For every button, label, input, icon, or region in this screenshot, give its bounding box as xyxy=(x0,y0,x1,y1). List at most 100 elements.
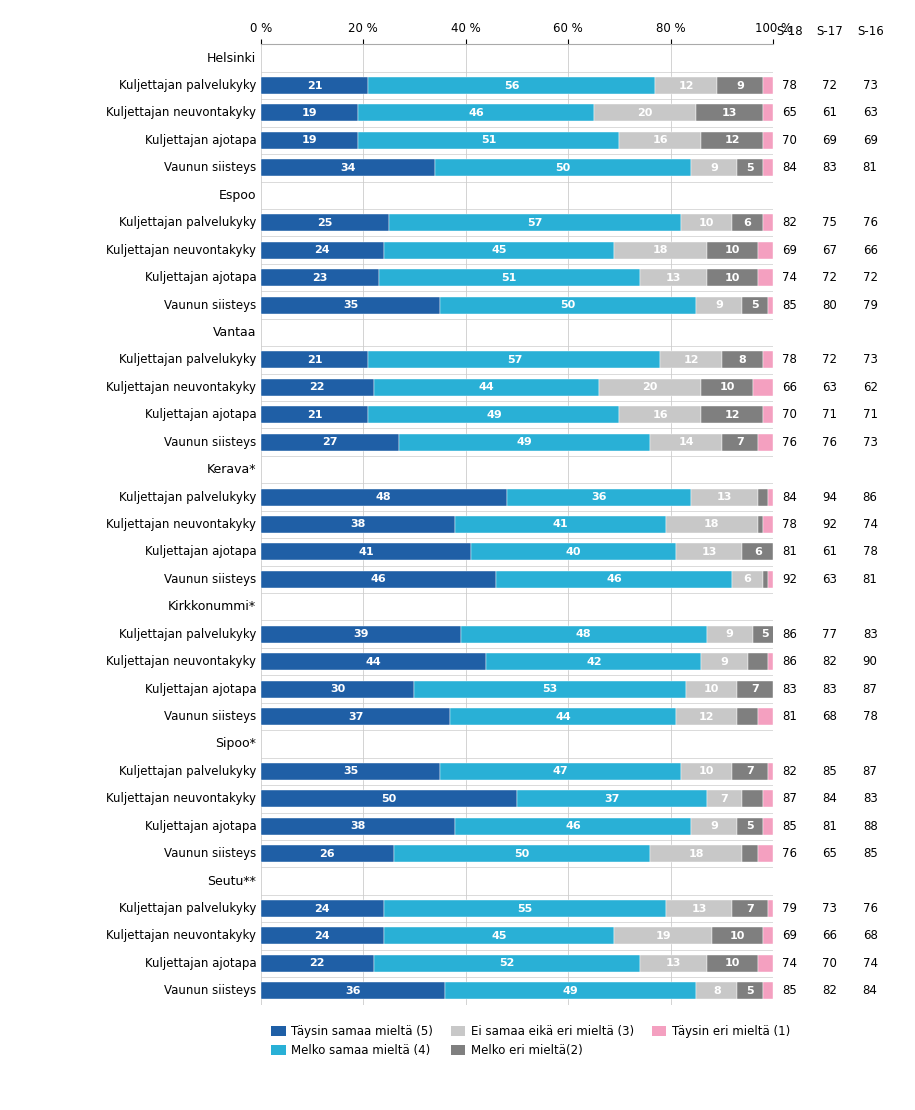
Bar xyxy=(763,818,773,835)
Bar xyxy=(768,296,773,313)
Bar xyxy=(732,571,763,588)
Text: 78: 78 xyxy=(782,353,797,366)
Text: 10: 10 xyxy=(704,684,719,694)
Bar xyxy=(261,488,507,505)
Text: 49: 49 xyxy=(563,986,578,996)
Text: 6: 6 xyxy=(754,547,762,557)
Bar xyxy=(676,708,737,725)
Text: 85: 85 xyxy=(863,847,877,860)
Bar xyxy=(763,160,773,176)
Bar xyxy=(640,269,706,286)
Bar xyxy=(722,352,763,369)
Bar xyxy=(261,680,414,697)
Text: Seutu**: Seutu** xyxy=(208,875,256,888)
Text: 30: 30 xyxy=(330,684,345,694)
Bar xyxy=(261,379,373,396)
Text: 20: 20 xyxy=(638,108,652,118)
Bar xyxy=(261,900,383,917)
Bar xyxy=(358,104,594,121)
Text: 24: 24 xyxy=(315,904,330,914)
Text: 68: 68 xyxy=(823,710,837,723)
Bar xyxy=(732,214,763,231)
Bar xyxy=(614,928,712,945)
Bar xyxy=(702,406,763,423)
Text: 76: 76 xyxy=(863,902,877,915)
Text: 46: 46 xyxy=(565,821,581,831)
Text: 5: 5 xyxy=(747,163,754,173)
Text: 36: 36 xyxy=(345,986,361,996)
Text: 10: 10 xyxy=(699,766,715,776)
Text: 13: 13 xyxy=(722,108,737,118)
Text: 49: 49 xyxy=(517,437,533,447)
Text: Kirkkonummi*: Kirkkonummi* xyxy=(168,601,256,613)
Text: 74: 74 xyxy=(863,957,877,970)
Text: 22: 22 xyxy=(309,382,325,392)
Text: 74: 74 xyxy=(863,518,877,531)
Text: 75: 75 xyxy=(823,216,837,229)
Text: 78: 78 xyxy=(782,518,797,531)
Text: 21: 21 xyxy=(307,355,322,365)
Bar xyxy=(753,379,773,396)
Text: 13: 13 xyxy=(716,492,732,502)
Bar xyxy=(732,763,768,780)
Bar xyxy=(676,544,742,561)
Bar xyxy=(758,845,773,862)
Bar xyxy=(594,104,696,121)
Text: Kuljettajan neuvontakyky: Kuljettajan neuvontakyky xyxy=(106,655,256,668)
Bar xyxy=(768,653,773,670)
Text: 79: 79 xyxy=(782,902,797,915)
Text: 78: 78 xyxy=(782,79,797,92)
Text: Vaunun siisteys: Vaunun siisteys xyxy=(164,161,256,174)
Bar xyxy=(261,653,486,670)
Bar xyxy=(507,488,691,505)
Text: Vaunun siisteys: Vaunun siisteys xyxy=(164,436,256,448)
Text: 40: 40 xyxy=(565,547,581,557)
Text: Kuljettajan ajotapa: Kuljettajan ajotapa xyxy=(145,134,256,147)
Text: 37: 37 xyxy=(348,712,363,722)
Bar xyxy=(619,406,702,423)
Bar xyxy=(369,77,655,94)
Text: 63: 63 xyxy=(823,573,837,586)
Text: 56: 56 xyxy=(504,81,520,91)
Text: 76: 76 xyxy=(863,216,877,229)
Text: 44: 44 xyxy=(479,382,494,392)
Bar xyxy=(737,982,763,999)
Text: 87: 87 xyxy=(863,683,877,696)
Text: Kuljettajan ajotapa: Kuljettajan ajotapa xyxy=(145,957,256,970)
Bar xyxy=(763,571,768,588)
Bar xyxy=(763,132,773,149)
Bar xyxy=(758,242,773,259)
Text: 12: 12 xyxy=(725,135,740,145)
Bar xyxy=(261,132,358,149)
Text: 74: 74 xyxy=(782,271,797,284)
Text: 63: 63 xyxy=(823,381,837,394)
Text: 83: 83 xyxy=(863,793,877,805)
Bar xyxy=(456,516,665,533)
Bar xyxy=(651,845,742,862)
Text: Kuljettajan palvelukyky: Kuljettajan palvelukyky xyxy=(119,902,256,915)
Text: Kuljettajan ajotapa: Kuljettajan ajotapa xyxy=(145,683,256,696)
Bar xyxy=(763,928,773,945)
Bar xyxy=(722,434,758,451)
Text: 72: 72 xyxy=(863,271,877,284)
Bar xyxy=(706,626,753,643)
Text: 76: 76 xyxy=(823,436,837,448)
Bar xyxy=(768,900,773,917)
Text: 83: 83 xyxy=(782,683,797,696)
Text: 84: 84 xyxy=(782,161,797,174)
Text: 9: 9 xyxy=(710,821,718,831)
Text: 88: 88 xyxy=(863,820,877,832)
Text: 57: 57 xyxy=(527,218,543,228)
Bar xyxy=(763,790,773,807)
Text: Kuljettajan neuvontakyky: Kuljettajan neuvontakyky xyxy=(106,793,256,805)
Bar xyxy=(763,104,773,121)
Text: Vaunun siisteys: Vaunun siisteys xyxy=(164,299,256,312)
Bar xyxy=(737,680,773,697)
Text: 41: 41 xyxy=(358,547,373,557)
Bar xyxy=(383,928,614,945)
Text: S-16: S-16 xyxy=(856,24,884,38)
Text: 67: 67 xyxy=(823,244,837,256)
Bar xyxy=(414,680,686,697)
Bar xyxy=(261,928,383,945)
Text: 9: 9 xyxy=(716,300,724,310)
